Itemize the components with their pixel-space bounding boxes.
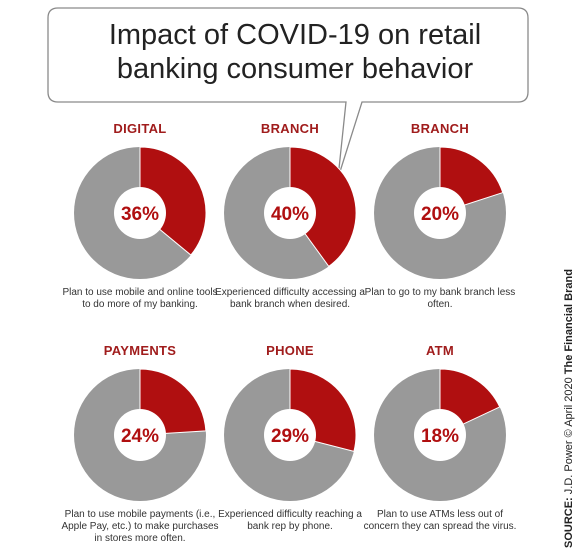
donut-hole-5	[414, 409, 466, 461]
chart-caption-5: Plan to use ATMs less out of concern the…	[363, 509, 517, 532]
chart-caption-0: Plan to use mobile and online tools to d…	[62, 287, 218, 310]
source-label: SOURCE:	[563, 497, 575, 548]
donut-hole-3	[114, 409, 166, 461]
donut-value-label-3: 24%	[121, 426, 159, 447]
donut-hole-0	[114, 187, 166, 239]
donut-slice-0	[139, 146, 207, 256]
donut-hole-4	[264, 409, 316, 461]
chart-caption-4: Experienced difficulty reaching a bank r…	[218, 509, 362, 532]
chart-heading-0: DIGITAL	[113, 121, 167, 136]
page-title: Impact of COVID-19 on retail banking con…	[108, 19, 482, 85]
source-org: J.D. Power © April 2020	[563, 377, 575, 495]
source-credit: SOURCE: J.D. Power © April 2020 The Fina…	[563, 269, 575, 548]
chart-caption-1: Experienced difficulty accessing a bank …	[215, 287, 365, 310]
source-brand: The Financial Brand	[563, 269, 575, 375]
chart-heading-5: ATM	[425, 343, 455, 358]
donut-slice-1	[289, 146, 357, 268]
chart-heading-1: BRANCH	[260, 121, 320, 136]
donut-value-label-0: 36%	[121, 204, 159, 225]
donut-hole-1	[264, 187, 316, 239]
donut-value-label-5: 18%	[421, 426, 459, 447]
donut-hole-2	[414, 187, 466, 239]
donut-value-label-1: 40%	[271, 204, 309, 225]
donut-value-label-2: 20%	[421, 204, 459, 225]
chart-heading-2: BRANCH	[410, 121, 470, 136]
chart-heading-3: PAYMENTS	[103, 343, 177, 358]
chart-caption-3: Plan to use mobile payments (i.e., Apple…	[61, 509, 219, 544]
donut-value-label-4: 29%	[271, 426, 309, 447]
chart-heading-4: PHONE	[266, 343, 314, 358]
chart-caption-2: Plan to go to my bank branch less often.	[364, 287, 516, 310]
